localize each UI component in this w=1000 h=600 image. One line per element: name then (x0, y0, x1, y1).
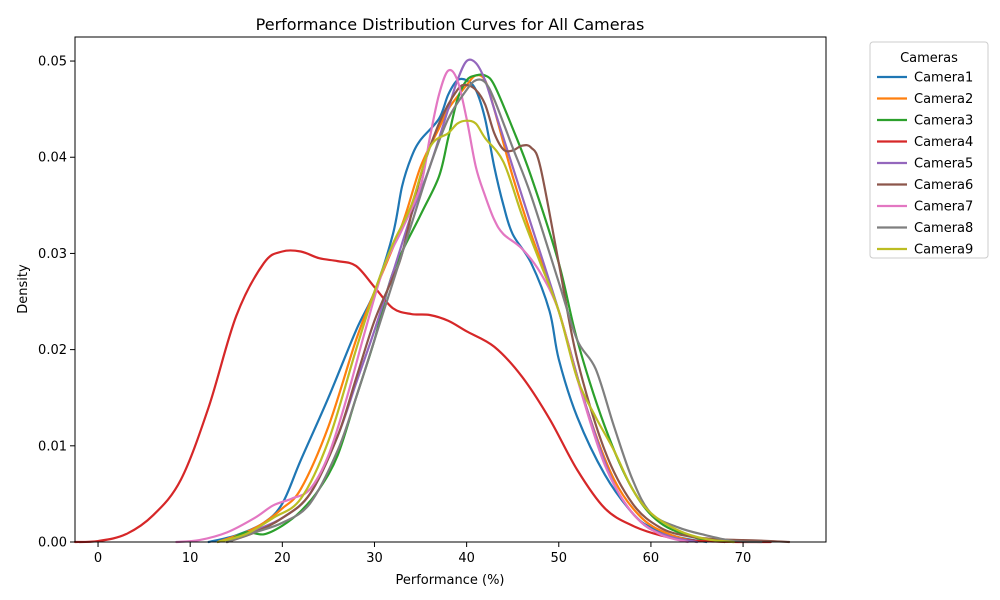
y-tick-label: 0.04 (38, 151, 67, 166)
x-tick-label: 20 (274, 551, 291, 566)
legend-title: Cameras (900, 51, 958, 66)
legend-label-camera7: Camera7 (914, 200, 973, 215)
series-line-camera6 (225, 83, 791, 544)
legend-box (869, 41, 989, 259)
y-tick-label: 0.00 (38, 536, 67, 551)
y-tick-label: 0.02 (38, 343, 67, 358)
legend: Cameras Camera1Camera2Camera3Camera4Came… (869, 41, 989, 259)
y-axis-ticks: 0.00 0.01 0.02 0.03 0.04 0.05 (38, 55, 75, 551)
series-line-camera3 (225, 73, 726, 544)
series-line-camera4 (73, 249, 772, 544)
x-tick-label: 60 (643, 551, 660, 566)
series-line-camera8 (225, 78, 763, 544)
plot-frame (74, 36, 827, 543)
legend-label-camera1: Camera1 (914, 71, 973, 86)
y-axis-label: Density (16, 264, 31, 314)
legend-label-camera6: Camera6 (914, 178, 973, 193)
legend-items: Camera1 Camera2 Camera3 Camera4 Camera5 Camer… (877, 71, 973, 258)
series-line-camera1 (207, 77, 708, 544)
plot-lines (73, 58, 791, 544)
legend-label-camera4: Camera4 (914, 135, 973, 150)
legend-label-camera8: Camera8 (914, 221, 973, 236)
series-line-camera9 (216, 119, 735, 544)
legend-label-camera3: Camera3 (914, 114, 973, 129)
x-tick-label: 40 (458, 551, 475, 566)
x-tick-label: 70 (735, 551, 752, 566)
y-tick-label: 0.03 (38, 247, 67, 262)
x-tick-label: 30 (366, 551, 383, 566)
y-tick-label: 0.01 (38, 439, 67, 454)
y-tick-label: 0.05 (38, 55, 67, 70)
chart-title: Performance Distribution Curves for All … (256, 15, 645, 34)
x-axis-label: Performance (%) (395, 573, 504, 588)
legend-label-camera2: Camera2 (914, 92, 973, 107)
x-axis-ticks: 0 10 20 30 40 50 60 70 (94, 542, 751, 566)
legend-label-camera5: Camera5 (914, 157, 973, 172)
x-tick-label: 0 (94, 551, 102, 566)
x-tick-label: 10 (182, 551, 199, 566)
legend-label-camera9: Camera9 (914, 243, 973, 258)
x-tick-label: 50 (550, 551, 567, 566)
